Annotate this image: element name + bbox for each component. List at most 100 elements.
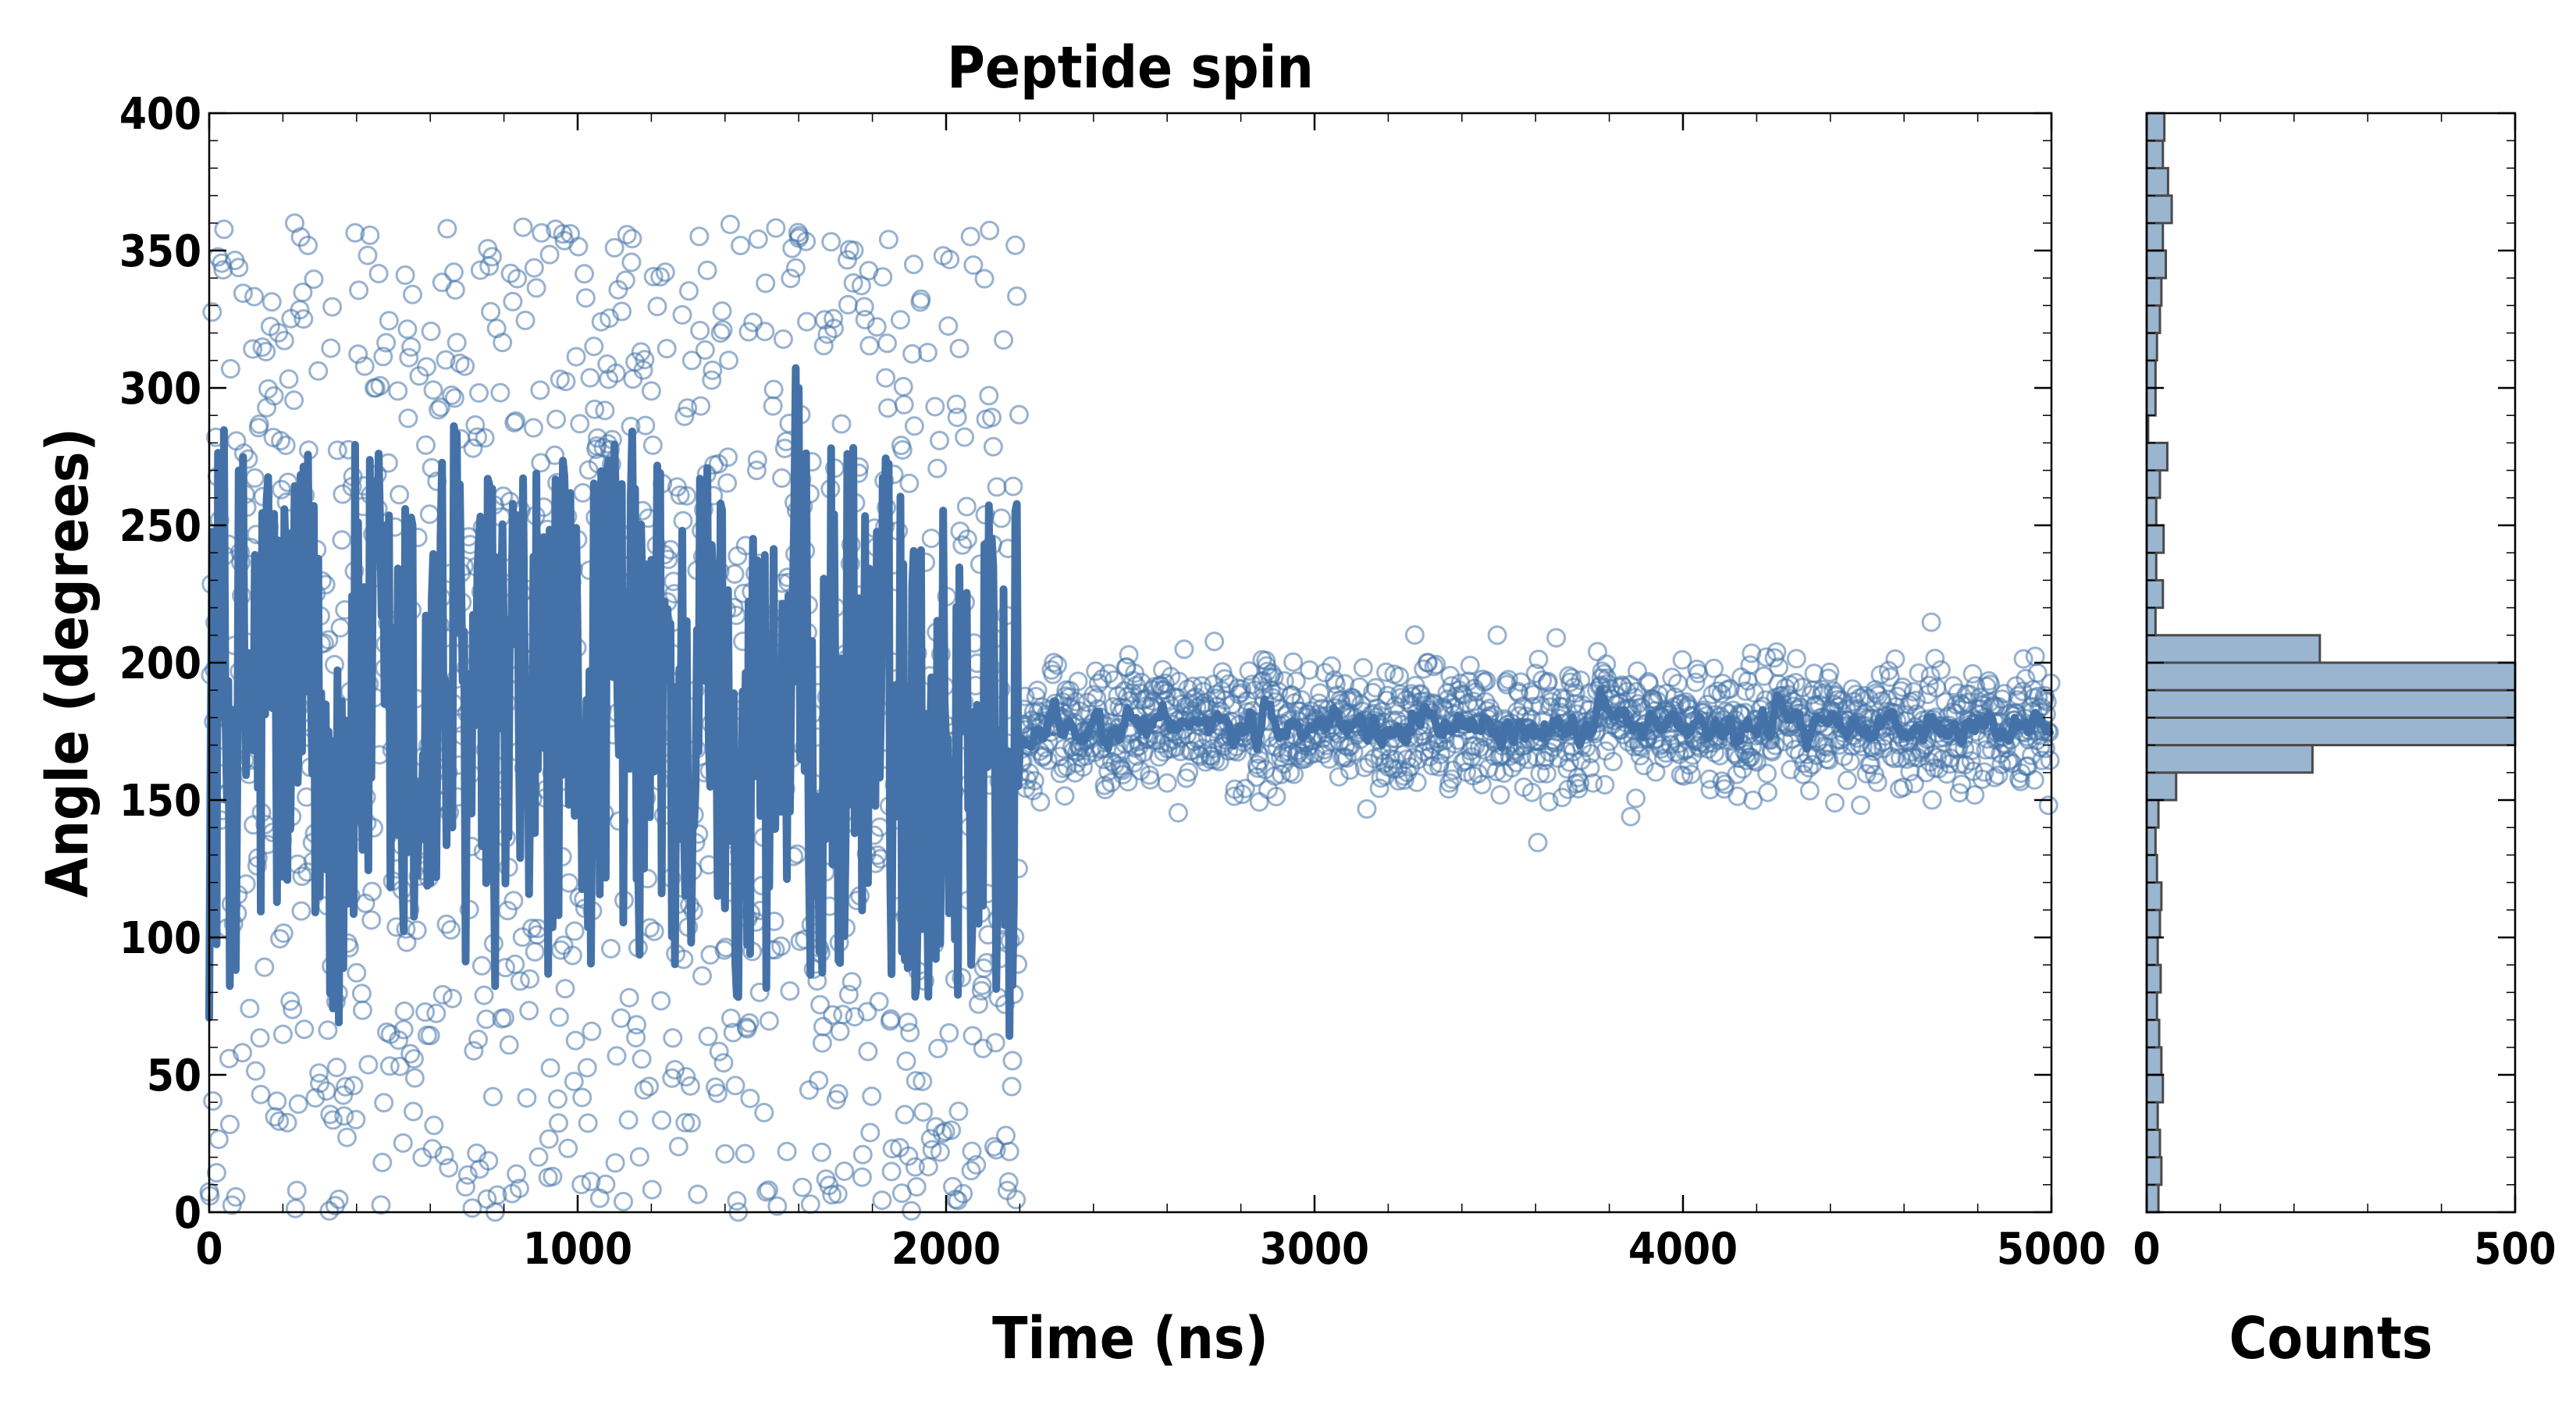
- data-point: [921, 528, 941, 549]
- data-point: [1621, 806, 1641, 827]
- data-point: [739, 1013, 760, 1033]
- data-point: [940, 250, 960, 269]
- data-point: [2040, 750, 2060, 770]
- data-point: [1546, 628, 1567, 648]
- data-point: [213, 260, 233, 280]
- data-point: [549, 1007, 569, 1027]
- data-point: [1966, 676, 1986, 696]
- x-tick-label: 3000: [1260, 1224, 1369, 1275]
- data-point: [904, 416, 924, 436]
- data-point: [539, 1129, 559, 1149]
- data-point: [397, 932, 417, 952]
- data-point: [1426, 654, 1446, 674]
- data-point: [930, 1142, 950, 1162]
- data-point: [304, 269, 324, 290]
- data-point: [504, 413, 525, 432]
- data-point: [1204, 631, 1225, 652]
- data-point: [834, 1161, 855, 1181]
- data-point: [530, 380, 550, 400]
- data-point: [759, 1180, 778, 1200]
- data-point: [930, 430, 949, 450]
- data-point: [442, 385, 462, 405]
- data-point: [979, 386, 999, 406]
- data-point: [902, 1200, 922, 1221]
- data-point: [759, 1011, 779, 1031]
- data-point: [823, 1005, 843, 1025]
- data-point: [1424, 656, 1444, 677]
- data-point: [468, 1030, 489, 1050]
- data-point: [777, 1141, 797, 1161]
- data-point: [2024, 770, 2044, 790]
- data-point: [961, 1161, 981, 1181]
- data-point: [1119, 645, 1139, 665]
- data-point: [720, 1008, 741, 1029]
- data-point: [902, 343, 923, 364]
- data-point: [674, 406, 695, 426]
- data-point: [388, 381, 408, 401]
- data-point: [691, 396, 711, 416]
- data-point: [571, 1175, 592, 1195]
- x-tick-label: 0: [195, 1224, 222, 1275]
- data-point: [710, 323, 731, 343]
- y-tick-label: 300: [119, 364, 201, 414]
- data-point: [509, 1179, 529, 1198]
- data-point: [439, 1158, 459, 1178]
- data-point: [713, 320, 733, 340]
- data-point: [1329, 767, 1349, 787]
- data-point: [672, 304, 692, 325]
- data-point: [283, 999, 303, 1019]
- data-point: [1183, 676, 1203, 696]
- data-point: [332, 530, 352, 550]
- data-point: [1509, 683, 1528, 703]
- data-point: [523, 418, 543, 438]
- data-point: [278, 472, 298, 493]
- data-point: [1502, 758, 1522, 778]
- data-point: [763, 379, 784, 400]
- data-point: [2038, 795, 2058, 816]
- data-point: [1988, 765, 2008, 785]
- histogram-bar: [2145, 194, 2173, 225]
- y-axis-label: Angle (degrees): [34, 428, 101, 898]
- data-point: [1266, 787, 1286, 806]
- data-point: [403, 284, 422, 304]
- data-point: [1580, 758, 1600, 778]
- data-point: [869, 991, 889, 1012]
- data-point: [860, 1122, 881, 1143]
- data-point: [1044, 653, 1064, 673]
- data-point: [943, 1176, 962, 1197]
- data-point: [604, 237, 624, 258]
- data-point: [1962, 740, 1982, 760]
- data-point: [284, 390, 304, 411]
- data-point: [866, 317, 887, 337]
- histogram-bar: [2145, 249, 2168, 279]
- data-point: [980, 220, 1000, 240]
- data-point: [524, 258, 544, 278]
- data-point: [423, 380, 443, 400]
- data-point: [507, 1164, 527, 1184]
- data-point: [1921, 612, 1941, 632]
- data-point: [1490, 784, 1510, 805]
- data-point: [1838, 770, 1857, 791]
- data-point: [962, 1026, 983, 1046]
- data-point: [376, 333, 397, 353]
- data-point: [953, 1183, 973, 1204]
- data-point: [763, 396, 783, 416]
- data-point: [401, 337, 422, 357]
- data-point: [844, 240, 864, 261]
- data-point: [813, 1016, 833, 1037]
- data-point: [595, 400, 615, 421]
- data-point: [1521, 681, 1541, 702]
- data-point: [1087, 688, 1107, 708]
- data-point: [444, 388, 464, 408]
- data-point: [1920, 666, 1941, 686]
- data-point: [918, 1157, 938, 1177]
- data-point: [455, 356, 475, 376]
- data-point: [678, 398, 698, 418]
- data-point: [285, 1198, 305, 1218]
- data-point: [1740, 655, 1760, 675]
- data-point: [1407, 772, 1427, 792]
- data-point: [928, 1038, 948, 1058]
- y-tick-label: 0: [174, 1188, 201, 1239]
- data-point: [1118, 772, 1138, 791]
- data-point: [1068, 671, 1088, 692]
